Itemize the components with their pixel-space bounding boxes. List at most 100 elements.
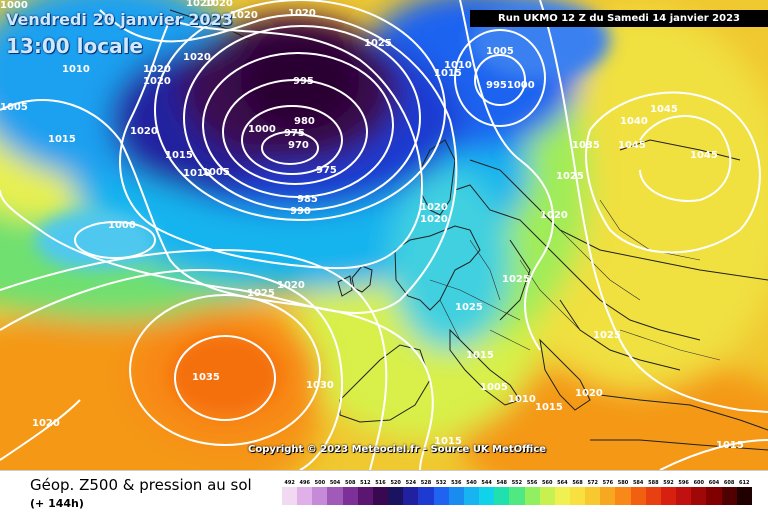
isobar-label: 9951000 [486, 80, 535, 91]
isobar-label: 975 [316, 165, 337, 176]
isobar-label: 1015 [48, 134, 76, 145]
color-scale-cell: 532 [433, 479, 449, 505]
color-scale-label: 540 [466, 480, 477, 486]
color-scale: 492 496 500 504 508 512 516 520 524 528 532 536 540 5… [282, 479, 752, 505]
color-scale-cell: 516 [372, 479, 389, 505]
color-scale-cell: 492 [282, 479, 298, 505]
isobar-label: 1025 [556, 171, 584, 182]
isobar-label: 1025 [364, 38, 392, 49]
color-scale-cell: 536 [448, 479, 464, 505]
isobar-label: 1020 [130, 126, 158, 137]
isobar-label: 975 [284, 128, 305, 139]
forecast-time-title: 13:00 locale [6, 34, 143, 58]
color-scale-label: 612 [739, 480, 750, 486]
isobar-label: 1005 [486, 46, 514, 57]
isobar-label: 1020 [288, 8, 316, 19]
color-scale-label: 520 [390, 480, 401, 486]
isobar-label: 1020 [420, 202, 448, 213]
color-scale-label: 492 [284, 480, 295, 486]
isobar-label: 1015 [535, 402, 563, 413]
color-scale-label: 504 [329, 480, 341, 486]
color-scale-label: 516 [375, 480, 386, 486]
color-scale-label: 568 [572, 480, 583, 486]
color-scale-label: 572 [587, 480, 598, 486]
isobar-label: 1010 [62, 64, 90, 75]
color-scale-cell: 508 [342, 479, 358, 505]
color-scale-cell: 496 [297, 479, 313, 505]
color-scale-label: 608 [723, 480, 735, 486]
run-info-banner: Run UKMO 12 Z du Samedi 14 janvier 2023 [470, 10, 768, 27]
isobar-label: 1030 [306, 380, 334, 391]
isobar-label: 970 [288, 140, 309, 151]
isobar-label: 1025 [593, 330, 621, 341]
geopotential-color-field [0, 0, 768, 470]
color-scale-cell: 512 [357, 479, 373, 505]
isobar-label: 1020 [143, 76, 171, 87]
isobar-label: 1000 [108, 220, 136, 231]
isobar-label: 990 [290, 206, 311, 217]
isobar-label: 1005 [0, 102, 28, 113]
color-scale-label: 592 [663, 480, 674, 486]
color-scale-cell: 596 [676, 479, 692, 505]
color-scale-label: 552 [511, 480, 523, 486]
isobar-label: 1005 [202, 167, 230, 178]
isobar-label: 1020 [420, 214, 448, 225]
forecast-date-title: Vendredi 20 janvier 2023 [6, 10, 233, 29]
color-scale-label: 524 [405, 480, 417, 486]
color-scale-cell: 500 [312, 479, 328, 505]
isobar-label: 1020 [32, 418, 60, 429]
color-scale-label: 544 [481, 480, 492, 486]
legend-footer: Géop. Z500 & pression au sol (+ 144h) 49… [0, 470, 768, 512]
isobar-label: 1010 [508, 394, 536, 405]
color-scale-cell: 540 [463, 479, 480, 505]
isobar-label: 1010 [444, 60, 472, 71]
color-scale-label: 500 [314, 480, 326, 486]
color-scale-cell: 612 [736, 479, 752, 505]
color-scale-label: 536 [451, 480, 462, 486]
isobar-label: 1020 [277, 280, 305, 291]
color-scale-label: 600 [693, 480, 705, 486]
copyright-notice: Copyright © 2023 Meteociel.fr - Source U… [248, 444, 547, 455]
isobar-label: 980 [294, 116, 315, 127]
isobar-label: 1035 [572, 140, 600, 151]
legend-subtitle: (+ 144h) [30, 497, 84, 510]
color-scale-cell: 556 [524, 479, 540, 505]
color-scale-cell: 588 [645, 479, 661, 505]
pressure-map: 1000 1020 1020 1020 1020 1010 1020 1020 … [0, 0, 768, 470]
isobar-label: 1015 [434, 436, 462, 447]
color-scale-cell: 560 [539, 479, 555, 505]
color-scale-label: 560 [542, 480, 553, 486]
color-scale-label: 588 [648, 480, 659, 486]
color-scale-cell: 608 [721, 479, 737, 505]
color-scale-label: 580 [617, 480, 629, 486]
isobar-label: 1020 [575, 388, 603, 399]
color-scale-cell: 520 [388, 479, 404, 505]
color-scale-cell: 580 [615, 479, 631, 505]
isobar-label: 1045 [618, 140, 646, 151]
coastlines [169, 9, 768, 451]
isobars [0, 0, 768, 470]
color-scale-cell: 504 [327, 479, 343, 505]
color-scale-label: 596 [678, 480, 689, 486]
color-scale-label: 512 [360, 480, 371, 486]
color-scale-cell: 604 [706, 479, 722, 505]
isobar-label: 1010 [183, 168, 211, 179]
color-scale-cell: 568 [569, 479, 586, 505]
isobar-label: 995 [293, 76, 314, 87]
isobar-label: 1015 [165, 150, 193, 161]
isobar-label: 1035 [192, 372, 220, 383]
country-borders [429, 199, 721, 361]
isobar-label: 985 [297, 194, 318, 205]
isobar-label: 1020 [230, 10, 258, 21]
legend-title: Géop. Z500 & pression au sol [30, 476, 252, 494]
isobar-label: 1045 [650, 104, 678, 115]
isobar-label: 1020 [143, 64, 171, 75]
isobar-label: 1025 [502, 274, 530, 285]
isobar-label: 1025 [247, 288, 275, 299]
color-scale-cell: 572 [585, 479, 601, 505]
isobar-label: 1015 [466, 350, 494, 361]
isobar-label: 1015 [434, 68, 462, 79]
isobar-label: 1020 [183, 52, 211, 63]
color-scale-label: 564 [557, 480, 568, 486]
